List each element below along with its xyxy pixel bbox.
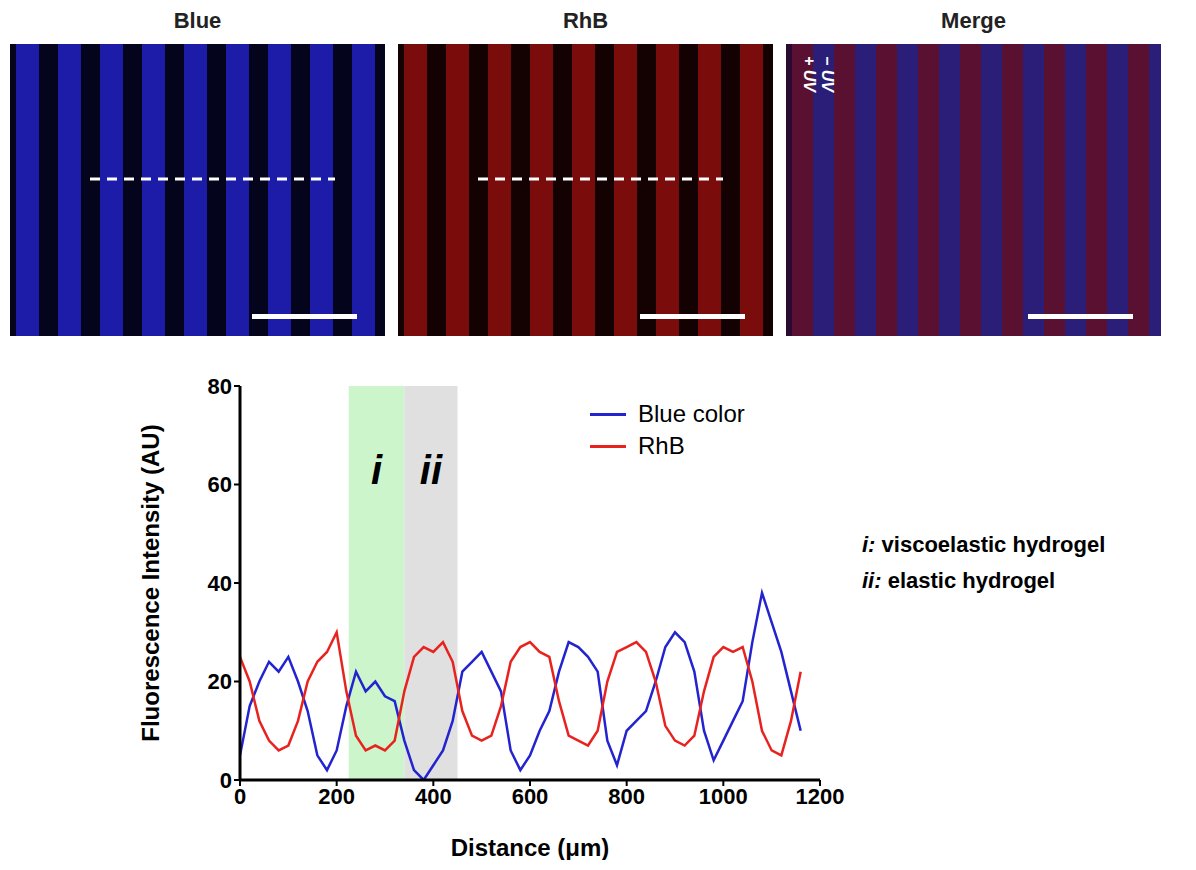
svg-text:1200: 1200 xyxy=(796,784,845,809)
svg-text:ii: ii xyxy=(420,448,443,492)
svg-text:60: 60 xyxy=(208,472,232,497)
html-text:RhB: RhB xyxy=(562,8,609,33)
svg-text:200: 200 xyxy=(318,784,355,809)
svg-text:i: i xyxy=(371,448,383,492)
svg-text:400: 400 xyxy=(415,784,452,809)
svg-text:1000: 1000 xyxy=(699,784,748,809)
html-text:i: viscoelastic hydrogel: i: viscoelastic hydrogel xyxy=(862,532,1106,557)
svg-text:0: 0 xyxy=(220,768,232,793)
html-text:Blue: Blue xyxy=(173,8,222,33)
svg-text:Fluorescence Intensity (AU): Fluorescence Intensity (AU) xyxy=(137,424,164,741)
svg-text:600: 600 xyxy=(512,784,549,809)
svg-text:40: 40 xyxy=(208,571,232,596)
svg-text:80: 80 xyxy=(208,374,232,399)
html-text:ii: elastic hydrogel: ii: elastic hydrogel xyxy=(862,568,1056,593)
svg-text:Distance (μm): Distance (μm) xyxy=(451,834,610,860)
svg-text:20: 20 xyxy=(208,669,232,694)
html-text:Merge: Merge xyxy=(941,8,1006,33)
html-text:RhB: RhB xyxy=(638,432,685,459)
svg-text:+ UV: + UV xyxy=(801,56,818,93)
svg-text:0: 0 xyxy=(234,784,246,809)
svg-text:− UV: − UV xyxy=(819,56,836,93)
svg-text:800: 800 xyxy=(608,784,645,809)
html-text:Blue color: Blue color xyxy=(638,400,745,427)
